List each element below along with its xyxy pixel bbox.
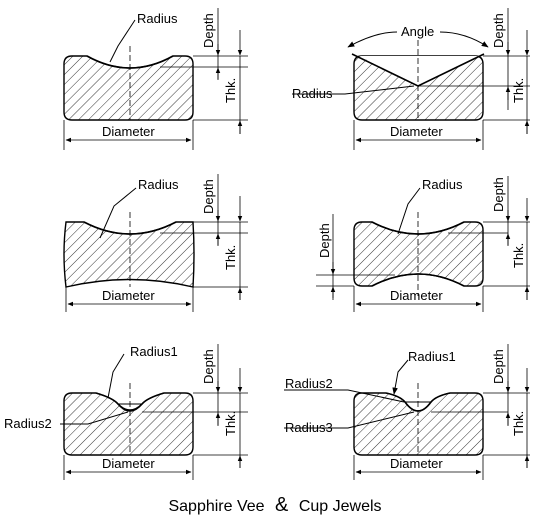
depth-label: Depth [201, 349, 216, 384]
jewel-cup-three-radii [284, 344, 530, 480]
jewel-cup-single-radius [63, 8, 248, 150]
jewel-body [353, 55, 484, 121]
jewel-body [353, 221, 484, 287]
diameter-label: Diameter [390, 456, 443, 471]
radius2-label: Radius2 [285, 376, 333, 391]
radius-label: Radius [138, 177, 179, 192]
radius3-label: Radius3 [285, 420, 333, 435]
radius2-label: Radius2 [4, 416, 52, 431]
jewel-curved-cup [63, 174, 248, 312]
diameter-label: Diameter [102, 288, 155, 303]
radius1-label: Radius1 [130, 344, 178, 359]
depth-label: Depth [491, 13, 506, 48]
jewel-body [63, 221, 195, 288]
jewel-vee-angle [292, 8, 530, 150]
caption-part1: Sapphire Vee [168, 498, 265, 515]
depth-label: Depth [491, 349, 506, 384]
depth-label: Depth [201, 13, 216, 48]
thk-label: Thk. [223, 78, 238, 103]
figure-caption: Sapphire Vee & Cup Jewels [0, 494, 550, 517]
caption-part2: Cup Jewels [298, 498, 382, 515]
depth-label: Depth [491, 177, 506, 212]
thk-label: Thk. [511, 411, 526, 436]
radius-label: Radius [137, 11, 178, 26]
thk-label: Thk. [511, 243, 526, 268]
thk-label: Thk. [223, 245, 238, 270]
jewel-body [63, 55, 194, 121]
diameter-label: Diameter [390, 124, 443, 139]
diameter-label: Diameter [102, 124, 155, 139]
depth-label: Depth [201, 179, 216, 214]
diameter-label: Diameter [102, 456, 155, 471]
radius-label: Radius [422, 177, 463, 192]
radius1-label: Radius1 [408, 349, 456, 364]
angle-label: Angle [401, 24, 434, 39]
diameter-label: Diameter [390, 288, 443, 303]
depth-label-lower: Depth [317, 223, 332, 258]
radius-label: Radius [292, 86, 333, 101]
jewel-double-cup [316, 176, 530, 312]
jewel-cup-two-radii [60, 344, 248, 480]
thk-label: Thk. [511, 78, 526, 103]
caption-ampersand: & [275, 494, 289, 516]
thk-label: Thk. [223, 411, 238, 436]
